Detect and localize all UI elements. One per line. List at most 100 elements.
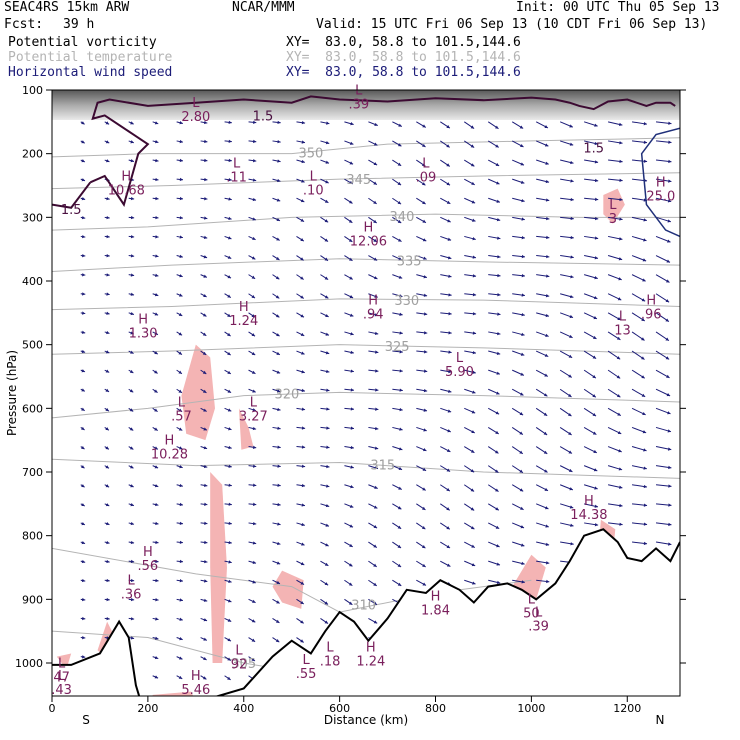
wind-vector bbox=[104, 617, 110, 620]
wind-vector-head bbox=[618, 257, 623, 261]
wind-vector-head bbox=[106, 616, 110, 621]
wind-vector-head bbox=[641, 337, 645, 341]
pv-contour bbox=[89, 95, 676, 207]
wind-vector-head bbox=[326, 388, 330, 392]
wind-vector-head bbox=[619, 485, 623, 489]
wind-vector-head bbox=[228, 197, 232, 201]
wind-vector-head bbox=[179, 235, 183, 239]
wind-vector bbox=[535, 140, 549, 147]
wind-vector-head bbox=[252, 217, 256, 221]
wind-vector bbox=[200, 407, 207, 412]
wind-vector-head bbox=[447, 237, 452, 241]
wind-vector-head bbox=[447, 429, 451, 433]
wind-vector bbox=[80, 541, 86, 545]
wind-vector-head bbox=[179, 177, 183, 182]
wind-vector-head bbox=[252, 178, 257, 182]
wind-vector-head bbox=[594, 216, 599, 221]
wind-vector-head bbox=[397, 162, 402, 166]
wind-vector-head bbox=[668, 542, 672, 546]
wind-vector bbox=[224, 350, 231, 356]
wind-vector-head bbox=[130, 311, 134, 316]
wind-vector-head bbox=[374, 446, 379, 450]
wind-vector bbox=[368, 541, 378, 548]
wind-vector-head bbox=[618, 277, 622, 281]
wind-vector-head bbox=[227, 408, 232, 412]
wind-vector-head bbox=[423, 388, 428, 393]
wind-vector-head bbox=[375, 407, 379, 411]
wind-vector bbox=[200, 235, 208, 239]
wind-vector bbox=[535, 484, 549, 492]
extremum-value: 2.80 bbox=[181, 110, 210, 125]
wind-vector-head bbox=[179, 579, 183, 583]
wind-vector bbox=[296, 560, 305, 566]
wind-vector-head bbox=[227, 389, 232, 393]
wind-vector bbox=[176, 216, 184, 219]
wind-vector-head bbox=[546, 579, 550, 584]
wind-vector-head bbox=[154, 675, 159, 679]
wind-vector bbox=[368, 197, 377, 205]
wind-vector bbox=[200, 560, 208, 563]
wind-vector bbox=[224, 274, 232, 279]
wind-vector-head bbox=[155, 540, 159, 545]
wind-vector-head bbox=[643, 122, 647, 126]
wind-vector bbox=[128, 197, 135, 200]
wind-vector bbox=[296, 293, 305, 299]
wind-vector-head bbox=[641, 356, 645, 360]
wind-vector-head bbox=[668, 484, 672, 488]
wind-vector bbox=[344, 197, 353, 204]
wind-vector bbox=[440, 426, 452, 433]
wind-vector bbox=[104, 484, 110, 488]
wind-vector-head bbox=[594, 256, 599, 260]
extremum-value: .39 bbox=[348, 97, 369, 112]
wind-vector bbox=[464, 446, 475, 454]
extremum-marker: H bbox=[431, 590, 441, 605]
wind-vector-head bbox=[543, 412, 548, 416]
wind-vector-head bbox=[275, 295, 280, 299]
wind-vector-head bbox=[446, 200, 451, 204]
wind-vector bbox=[464, 235, 476, 240]
wind-vector bbox=[536, 255, 550, 258]
wind-vector bbox=[200, 312, 207, 317]
wind-vector-head bbox=[81, 465, 85, 469]
wind-vector-head bbox=[398, 123, 402, 127]
wind-vector-head bbox=[202, 389, 207, 393]
wind-vector bbox=[344, 331, 354, 336]
wind-vector bbox=[584, 235, 599, 239]
wind-vector bbox=[655, 369, 670, 379]
wind-vector bbox=[80, 235, 86, 238]
wind-vector-head bbox=[617, 430, 622, 434]
wind-vector-head bbox=[252, 521, 257, 526]
wind-vector-head bbox=[228, 158, 232, 163]
wind-vector bbox=[272, 388, 281, 393]
wind-vector bbox=[631, 255, 647, 262]
wind-vector bbox=[80, 197, 86, 200]
wind-vector-head bbox=[570, 235, 574, 240]
wind-vector bbox=[80, 312, 86, 315]
wind-vector-head bbox=[129, 408, 134, 412]
wind-vector bbox=[272, 331, 280, 337]
wind-vector bbox=[488, 579, 501, 584]
wind-vector bbox=[344, 236, 353, 243]
wind-vector bbox=[655, 465, 672, 469]
wind-vector-head bbox=[105, 350, 110, 354]
wind-vector bbox=[248, 350, 256, 356]
wind-vector bbox=[296, 216, 305, 223]
wind-vector bbox=[128, 617, 135, 620]
wind-vector-head bbox=[350, 122, 354, 126]
wind-vector bbox=[104, 178, 110, 181]
wind-vector bbox=[416, 197, 426, 205]
wind-vector-head bbox=[446, 144, 450, 148]
wind-vector-head bbox=[81, 349, 86, 354]
wind-vector bbox=[272, 350, 281, 356]
wind-vector bbox=[200, 159, 208, 162]
wind-vector bbox=[320, 350, 330, 355]
wind-vector-head bbox=[81, 597, 86, 602]
wind-vector bbox=[511, 388, 524, 396]
wind-vector-head bbox=[251, 657, 255, 661]
wind-vector bbox=[392, 560, 402, 568]
wind-vector-head bbox=[374, 122, 378, 126]
wind-vector-head bbox=[324, 582, 329, 586]
wind-vector-head bbox=[397, 582, 402, 586]
wind-vector-head bbox=[325, 332, 329, 336]
wind-vector-head bbox=[251, 333, 256, 337]
